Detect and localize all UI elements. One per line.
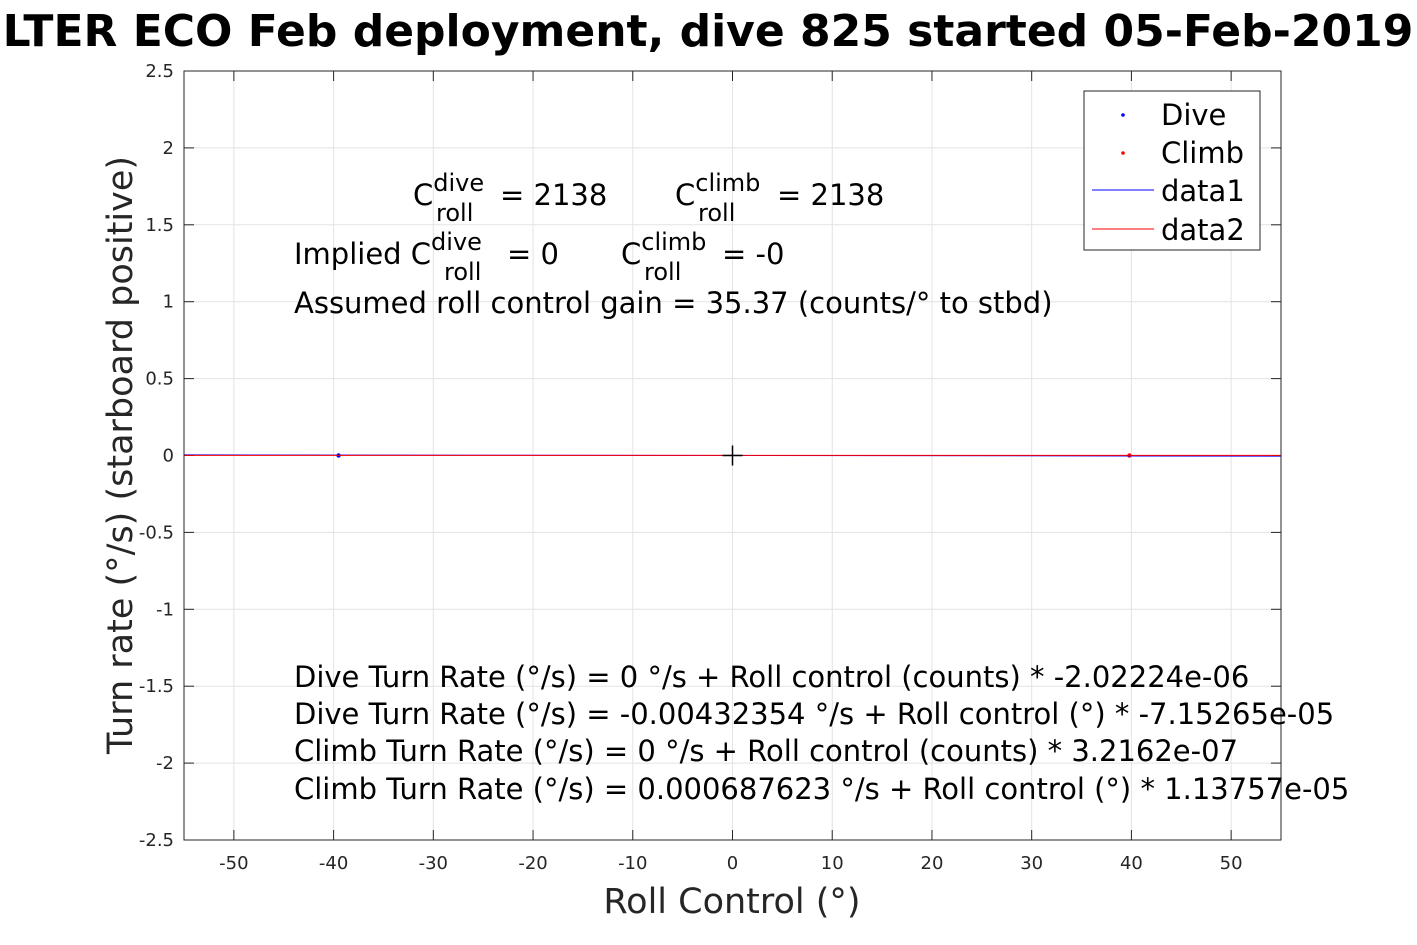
y-tick-label: -1.5 bbox=[139, 676, 174, 697]
implied-dive-value: = 0 bbox=[507, 237, 559, 271]
c-roll-climb-sub: roll bbox=[698, 199, 735, 227]
c-roll-dive-value: = 2138 bbox=[500, 178, 607, 212]
equation-climb-counts: Climb Turn Rate (°/s) = 0 °/s + Roll con… bbox=[294, 734, 1238, 768]
annotation-gain: Assumed roll control gain = 35.37 (count… bbox=[294, 286, 1053, 320]
annotation-c-roll: Cdive roll= 2138 Cclimb roll= 2138 bbox=[413, 169, 884, 227]
x-tick-label: 30 bbox=[1020, 853, 1043, 874]
legend-data2-label: data2 bbox=[1161, 213, 1245, 247]
y-tick-label: -1 bbox=[156, 599, 174, 620]
y-tick-label: 0 bbox=[163, 446, 174, 467]
x-tick-label: -50 bbox=[219, 853, 248, 874]
c-roll-dive-sup: dive bbox=[433, 169, 484, 197]
x-tick-label: 0 bbox=[727, 853, 738, 874]
y-axis-label: Turn rate (°/s) (starboard positive) bbox=[101, 156, 141, 755]
legend-dive-marker bbox=[1121, 113, 1125, 117]
annotation-implied: Implied Cdive roll= 0 Cclimb roll= -0 bbox=[294, 228, 784, 286]
x-tick-label: 10 bbox=[821, 853, 844, 874]
x-tick-label: -10 bbox=[618, 853, 647, 874]
y-tick-label: 0.5 bbox=[145, 369, 174, 390]
legend-dive-label: Dive bbox=[1161, 98, 1226, 132]
c-roll-climb-value: = 2138 bbox=[777, 178, 884, 212]
y-tick-label: 1.5 bbox=[145, 215, 174, 236]
implied-dive-sub: roll bbox=[444, 258, 481, 286]
equation-dive-degrees: Dive Turn Rate (°/s) = -0.00432354 °/s +… bbox=[294, 697, 1334, 731]
c-roll-climb-base: C bbox=[675, 178, 695, 212]
c-roll-dive-base: C bbox=[413, 178, 433, 212]
chart-title: LTER ECO Feb deployment, dive 825 starte… bbox=[3, 6, 1414, 57]
y-tick-label: 1 bbox=[163, 292, 174, 313]
x-tick-label: -20 bbox=[518, 853, 547, 874]
c-roll-dive-sub: roll bbox=[436, 199, 473, 227]
equation-dive-counts: Dive Turn Rate (°/s) = 0 °/s + Roll cont… bbox=[294, 660, 1249, 694]
implied-climb-sub: roll bbox=[644, 258, 681, 286]
legend: Dive Climb data1 data2 bbox=[1083, 90, 1261, 251]
c-roll-climb-sup: climb bbox=[695, 169, 760, 197]
legend-climb-label: Climb bbox=[1161, 136, 1244, 170]
implied-prefix: Implied C bbox=[294, 237, 431, 271]
x-axis-label: Roll Control (°) bbox=[603, 882, 860, 922]
y-tick-label: -0.5 bbox=[139, 522, 174, 543]
y-tick-labels: -2.5 -2 -1.5 -1 -0.5 0 0.5 1 1.5 2 2.5 bbox=[139, 61, 174, 851]
legend-data1-label: data1 bbox=[1161, 174, 1245, 208]
y-tick-label: -2.5 bbox=[139, 830, 174, 851]
implied-dive-sup: dive bbox=[431, 228, 482, 256]
plot-frame bbox=[183, 70, 1282, 841]
legend-box bbox=[1083, 90, 1261, 251]
x-tick-label: 40 bbox=[1120, 853, 1143, 874]
x-tick-label: -40 bbox=[319, 853, 348, 874]
y-tick-label: -2 bbox=[156, 753, 174, 774]
legend-climb-marker bbox=[1121, 151, 1125, 155]
x-tick-labels: -50 -40 -30 -20 -10 0 10 20 30 40 50 bbox=[219, 853, 1242, 874]
implied-climb-base: C bbox=[621, 237, 641, 271]
x-tick-label: 20 bbox=[921, 853, 944, 874]
center-cross-marker bbox=[722, 445, 743, 466]
implied-climb-value: = -0 bbox=[722, 237, 784, 271]
y-tick-label: 2 bbox=[163, 138, 174, 159]
implied-climb-sup: climb bbox=[641, 228, 706, 256]
equation-climb-degrees: Climb Turn Rate (°/s) = 0.000687623 °/s … bbox=[294, 772, 1349, 806]
y-tick-label: 2.5 bbox=[145, 61, 174, 82]
x-tick-label: -30 bbox=[419, 853, 448, 874]
x-tick-label: 50 bbox=[1220, 853, 1243, 874]
